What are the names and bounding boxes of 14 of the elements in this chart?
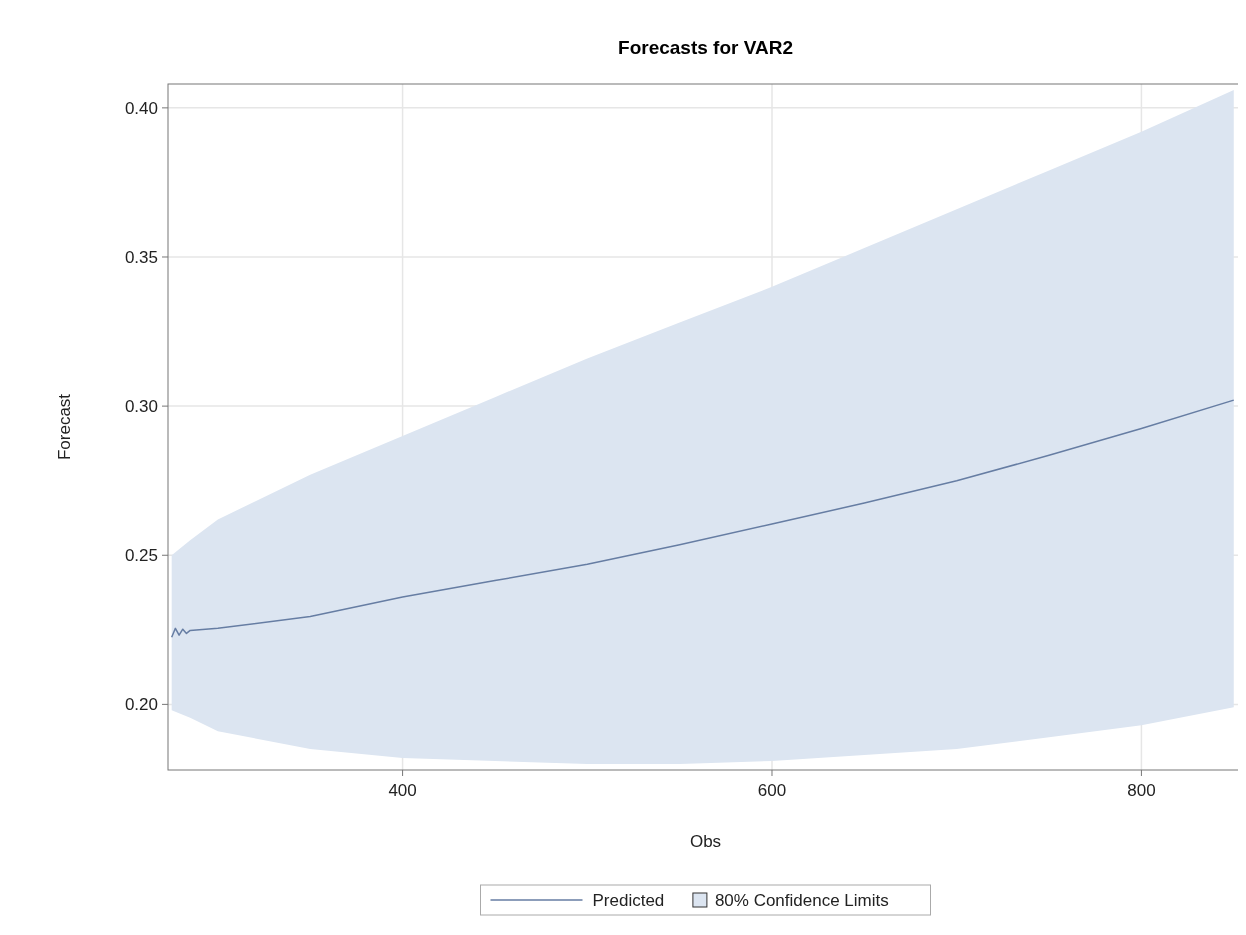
text: 80% Confidence Limits bbox=[714, 891, 889, 910]
y-tick-label: 0.30 bbox=[124, 397, 158, 417]
y-tick-label: 0.20 bbox=[124, 695, 158, 715]
x-tick-label: 800 bbox=[1127, 781, 1156, 800]
x-tick-label: 400 bbox=[388, 781, 417, 800]
y-tick-label: 0.40 bbox=[124, 98, 158, 118]
y-axis-title: Forecast bbox=[55, 393, 74, 461]
text: Predicted bbox=[592, 891, 665, 910]
line-series bbox=[170, 399, 1235, 639]
y-tick-label: 0.35 bbox=[124, 247, 158, 267]
x-axis-title: Obs bbox=[689, 832, 722, 851]
chart-title: Forecasts for VAR2 bbox=[618, 37, 793, 58]
x-tick-label: 600 bbox=[757, 781, 787, 800]
y-tick-label: 0.25 bbox=[124, 546, 158, 566]
